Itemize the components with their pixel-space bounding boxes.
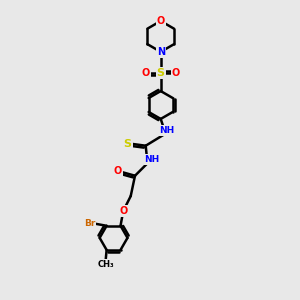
Text: NH: NH — [160, 126, 175, 135]
Text: O: O — [142, 68, 150, 78]
Text: S: S — [157, 68, 165, 78]
Text: CH₃: CH₃ — [97, 260, 114, 269]
Text: NH: NH — [145, 155, 160, 164]
Text: Br: Br — [84, 219, 95, 228]
Text: N: N — [157, 47, 165, 57]
Text: O: O — [157, 16, 165, 26]
Text: O: O — [172, 68, 180, 78]
Text: O: O — [119, 206, 127, 216]
Text: O: O — [113, 167, 122, 176]
Text: S: S — [124, 139, 131, 148]
